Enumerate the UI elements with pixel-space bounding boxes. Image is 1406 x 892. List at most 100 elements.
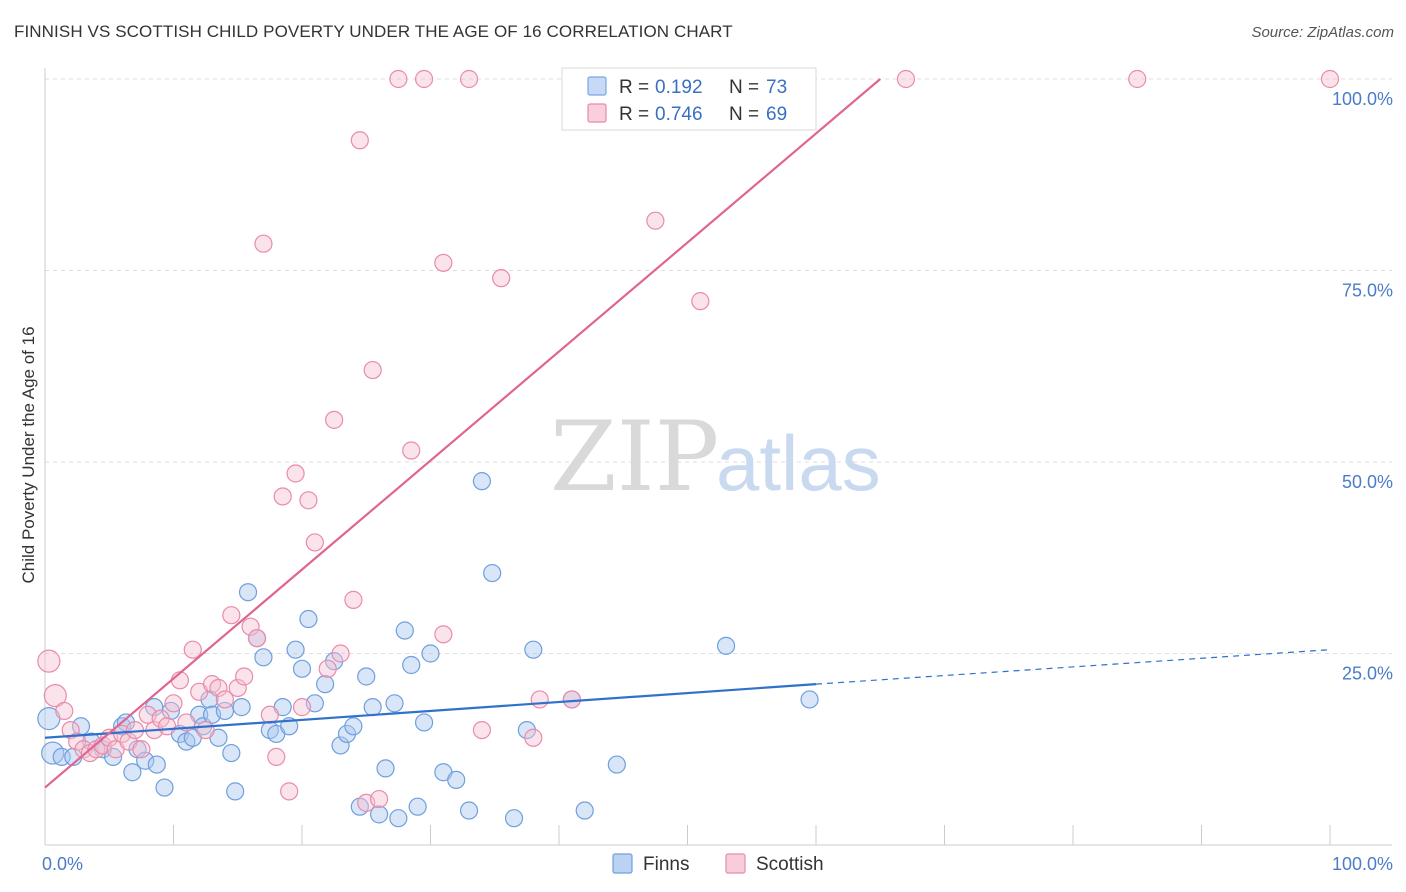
finns-point-54 — [408, 797, 427, 816]
scottish-point-29 — [228, 678, 247, 698]
scottish-point-2 — [55, 701, 74, 721]
finns-point-56 — [421, 644, 440, 663]
chart-source: Source: ZipAtlas.com — [1251, 24, 1394, 41]
scottish-point-61 — [691, 292, 710, 311]
bottom-legend: Finns Scottish — [612, 853, 824, 875]
finns-point-40 — [316, 675, 335, 694]
trend-lines — [44, 78, 1331, 789]
grid-lines — [45, 78, 1392, 654]
finns-point-62 — [504, 809, 524, 828]
data-points — [37, 69, 1340, 828]
scottish-point-1 — [43, 684, 67, 708]
legend-n-value-1: 69 — [766, 104, 787, 125]
finns-point-14 — [147, 755, 166, 774]
x-tick-label-max: 100.0% — [1332, 854, 1393, 874]
finns-point-28 — [232, 698, 251, 717]
legend-n-label-1: N = — [729, 104, 759, 125]
scottish-point-59 — [562, 690, 581, 709]
y-tick-label-100: 100.0% — [1332, 89, 1393, 109]
finns-point-50 — [385, 694, 404, 713]
scottish-point-52 — [414, 69, 434, 89]
legend-n-label-0: N = — [729, 77, 759, 98]
finns-point-55 — [414, 713, 434, 732]
scottish-point-58 — [530, 690, 549, 709]
legend: R = 0.192 N = 73 R = 0.746 N = 69 — [561, 67, 817, 131]
scottish-point-24 — [196, 720, 215, 740]
scottish-point-35 — [267, 747, 286, 767]
scottish-point-18 — [157, 717, 177, 736]
finns-point-52 — [395, 621, 414, 640]
scottish-point-68 — [459, 69, 479, 89]
finns-point-29 — [238, 583, 258, 602]
finns-point-68 — [716, 636, 736, 655]
finns-point-67 — [607, 755, 626, 774]
chart-title: FINNISH VS SCOTTISH CHILD POVERTY UNDER … — [14, 22, 733, 41]
finns-point-15 — [155, 778, 174, 797]
y-tick-label-75: 75.0% — [1342, 281, 1393, 301]
scottish-point-27 — [215, 690, 234, 709]
scottish-point-14 — [132, 740, 151, 759]
bottom-legend-label-0: Finns — [643, 854, 689, 875]
bottom-legend-swatch-0 — [612, 853, 633, 874]
scottish-point-39 — [292, 698, 312, 717]
legend-swatch-0 — [587, 76, 607, 96]
finns-point-59 — [459, 801, 479, 820]
scottish-point-38 — [286, 464, 305, 483]
bottom-legend-swatch-1 — [725, 853, 746, 874]
finns-point-12 — [136, 751, 155, 770]
finns-point-38 — [299, 609, 318, 629]
scottish-point-42 — [318, 659, 337, 678]
scottish-point-65 — [1320, 69, 1340, 89]
scottish-point-49 — [370, 789, 389, 809]
scottish-point-50 — [389, 69, 408, 89]
scottish-point-19 — [164, 694, 183, 713]
finns-point-42 — [331, 736, 350, 755]
y-tick-label-50: 50.0% — [1342, 472, 1393, 492]
finns-point-47 — [363, 698, 382, 717]
scottish-point-44 — [331, 644, 350, 663]
finns-point-48 — [370, 805, 389, 824]
scottish-point-53 — [434, 625, 453, 644]
legend-n-value-0: 73 — [766, 77, 787, 98]
scottish-point-41 — [305, 533, 324, 552]
finns-point-36 — [286, 640, 305, 659]
scottish-point-0 — [37, 649, 61, 673]
finns-point-60 — [472, 472, 491, 491]
legend-r-value-0: 0.192 — [655, 77, 703, 98]
legend-swatch-1 — [587, 103, 607, 123]
scottish-point-26 — [209, 678, 228, 698]
legend-r-label-0: R = — [619, 77, 649, 98]
finns-trend-extension — [815, 649, 1331, 685]
finns-point-64 — [524, 640, 543, 659]
watermark-zip: ZIP — [550, 401, 719, 513]
scottish-point-63 — [896, 69, 916, 89]
finns-point-44 — [344, 717, 363, 736]
scottish-point-48 — [363, 360, 382, 380]
tick-labels: 25.0% 50.0% 75.0% 100.0% 0.0% 100.0% — [42, 89, 1393, 874]
axes — [44, 68, 1392, 846]
finns-point-26 — [222, 743, 241, 763]
scottish-point-57 — [524, 728, 543, 747]
x-tick-label-min: 0.0% — [42, 854, 83, 874]
finns-point-37 — [292, 659, 312, 678]
finns-point-61 — [483, 563, 502, 583]
scottish-trend-line — [44, 78, 881, 789]
scottish-point-40 — [299, 491, 318, 510]
scottish-point-54 — [434, 253, 453, 272]
scottish-point-28 — [222, 606, 241, 625]
finns-point-10 — [123, 763, 142, 782]
finns-point-27 — [226, 782, 245, 801]
finns-point-66 — [575, 801, 594, 820]
finns-trend-line — [44, 683, 817, 739]
scottish-point-33 — [254, 234, 273, 253]
scottish-point-64 — [1128, 69, 1147, 89]
scottish-point-36 — [273, 487, 292, 506]
finns-point-53 — [402, 655, 421, 675]
finns-point-49 — [376, 759, 395, 778]
bottom-legend-label-1: Scottish — [756, 854, 824, 875]
scottish-point-3 — [61, 720, 80, 740]
scottish-point-30 — [235, 667, 254, 686]
finns-point-51 — [389, 809, 408, 828]
watermark: ZIP atlas — [550, 401, 881, 513]
scottish-point-56 — [492, 269, 511, 288]
